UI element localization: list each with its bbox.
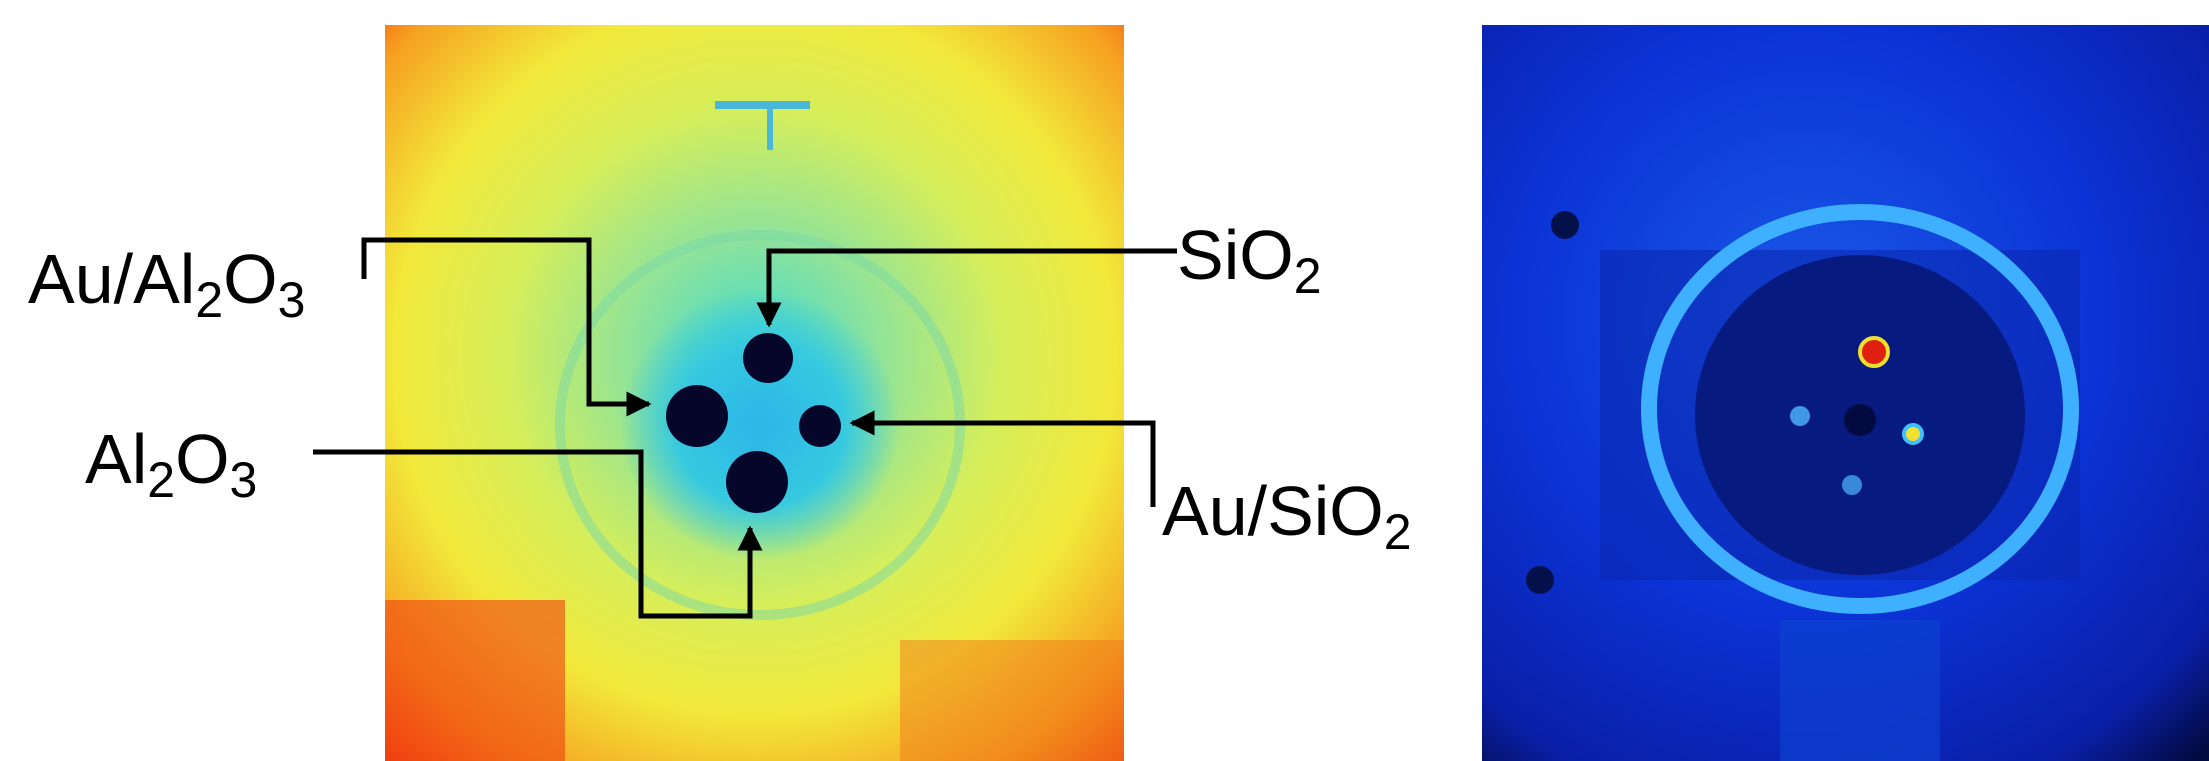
label-subscript: 3 xyxy=(278,272,306,328)
label: Au/Al2O3 xyxy=(28,240,305,328)
left-image xyxy=(385,25,1124,761)
right-image xyxy=(1482,25,2209,761)
label-text: O xyxy=(223,240,277,318)
label-subscript: 2 xyxy=(195,272,223,328)
label-text: Au/Al xyxy=(28,240,195,318)
leader-lines xyxy=(313,237,1177,619)
label: Al2O3 xyxy=(85,420,257,508)
label: SiO2 xyxy=(1177,216,1322,304)
label-subscript: 2 xyxy=(1294,248,1322,304)
label-text: O xyxy=(175,420,229,498)
label-text: SiO xyxy=(1177,216,1294,294)
label: Au/SiO2 xyxy=(1162,472,1412,560)
label-subscript: 3 xyxy=(230,452,258,508)
label-text: Al xyxy=(85,420,147,498)
label-subscript: 2 xyxy=(1384,504,1412,560)
label-subscript: 2 xyxy=(147,452,175,508)
label-text: Au/SiO xyxy=(1162,472,1384,550)
